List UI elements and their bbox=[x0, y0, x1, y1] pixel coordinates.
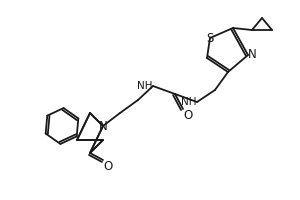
Text: N: N bbox=[99, 119, 107, 132]
Text: NH: NH bbox=[182, 97, 197, 107]
Text: N: N bbox=[248, 48, 257, 62]
Text: S: S bbox=[206, 31, 214, 45]
Text: O: O bbox=[183, 109, 192, 122]
Text: NH: NH bbox=[137, 81, 153, 91]
Text: O: O bbox=[103, 160, 112, 173]
